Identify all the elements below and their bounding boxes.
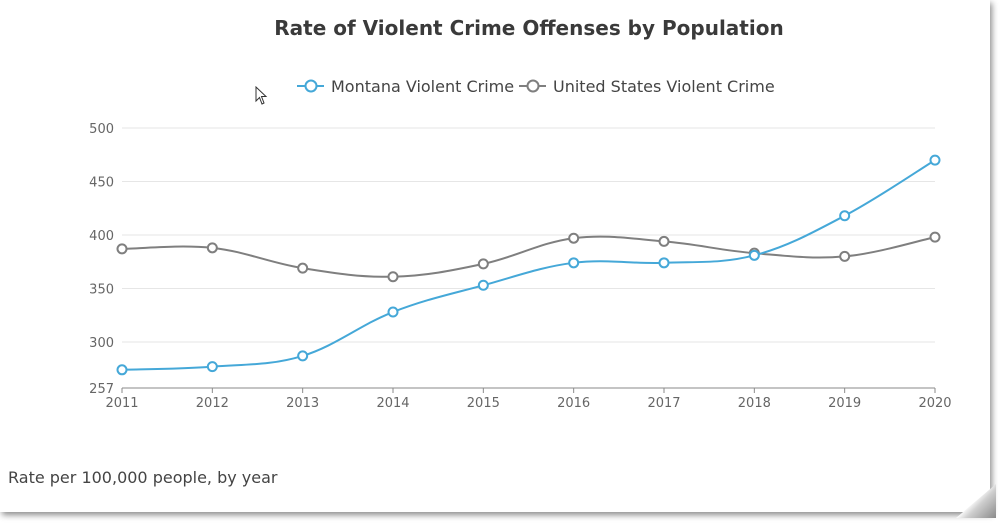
y-tick-label: 300 xyxy=(89,336,114,351)
y-tick-label: 350 xyxy=(89,282,114,297)
x-tick-label: 2014 xyxy=(376,396,409,411)
legend-label-montana: Montana Violent Crime xyxy=(331,77,514,96)
x-tick-label: 2013 xyxy=(286,396,319,411)
data-point-1 xyxy=(387,271,399,283)
data-point-1 xyxy=(839,250,851,262)
data-point-0 xyxy=(297,350,309,362)
x-tick-label: 2016 xyxy=(557,396,590,411)
legend-label-united-states: United States Violent Crime xyxy=(553,77,775,96)
data-point-1 xyxy=(297,262,309,274)
y-tick-label: 450 xyxy=(89,175,114,190)
legend-item-montana[interactable]: Montana Violent Crime xyxy=(297,77,514,96)
x-tick-label: 2015 xyxy=(467,396,500,411)
x-tick-label: 2019 xyxy=(828,396,861,411)
data-point-0 xyxy=(929,154,941,166)
y-tick-label: 500 xyxy=(89,122,114,137)
x-tick-label: 2012 xyxy=(196,396,229,411)
series-line-0 xyxy=(121,159,936,371)
data-point-0 xyxy=(839,210,851,222)
x-tick-label: 2020 xyxy=(918,396,951,411)
data-point-0 xyxy=(387,306,399,318)
mouse-cursor-icon xyxy=(255,86,268,105)
data-point-1 xyxy=(116,243,128,255)
line-chart: Rate of Violent Crime Offenses by Popula… xyxy=(89,16,951,411)
data-point-1 xyxy=(477,258,489,270)
data-point-0 xyxy=(748,249,760,261)
x-tick-label: 2011 xyxy=(105,396,138,411)
legend-item-united-states[interactable]: United States Violent Crime xyxy=(519,77,775,96)
data-point-0 xyxy=(477,279,489,291)
data-point-1 xyxy=(929,231,941,243)
data-point-0 xyxy=(116,364,128,376)
series-line-1 xyxy=(121,235,936,278)
data-point-0 xyxy=(658,257,670,269)
chart-title: Rate of Violent Crime Offenses by Popula… xyxy=(274,16,783,40)
legend: Montana Violent Crime United States Viol… xyxy=(297,77,775,96)
data-point-1 xyxy=(568,232,580,244)
data-point-0 xyxy=(568,257,580,269)
data-point-1 xyxy=(658,235,670,247)
y-tick-label: 400 xyxy=(89,229,114,244)
y-tick-label: 257 xyxy=(89,382,114,397)
chart-card xyxy=(0,0,990,512)
chart-caption: Rate per 100,000 people, by year xyxy=(8,468,278,487)
x-tick-label: 2018 xyxy=(738,396,771,411)
data-point-1 xyxy=(206,242,218,254)
plot-area: 257 300 350 400 450 500 2011 2012 2013 2014 2015 20… xyxy=(89,122,951,411)
x-tick-label: 2017 xyxy=(647,396,680,411)
data-point-0 xyxy=(206,361,218,373)
